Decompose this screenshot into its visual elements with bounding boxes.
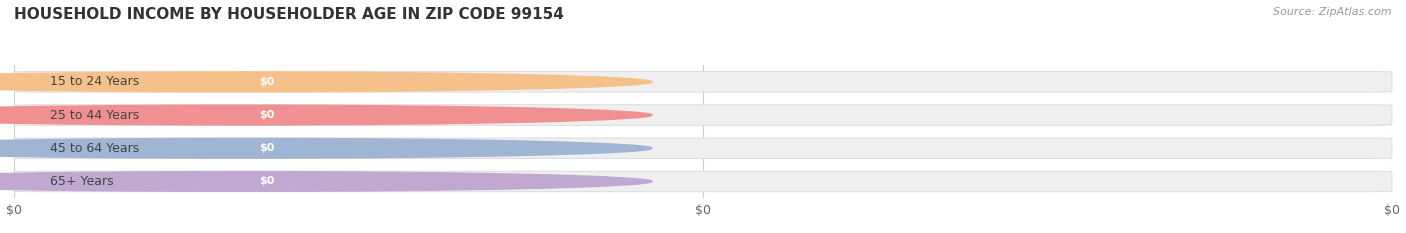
FancyBboxPatch shape <box>236 73 298 91</box>
FancyBboxPatch shape <box>14 72 1392 92</box>
Text: HOUSEHOLD INCOME BY HOUSEHOLDER AGE IN ZIP CODE 99154: HOUSEHOLD INCOME BY HOUSEHOLDER AGE IN Z… <box>14 7 564 22</box>
Circle shape <box>0 171 652 191</box>
FancyBboxPatch shape <box>20 73 298 91</box>
FancyBboxPatch shape <box>236 172 298 190</box>
Circle shape <box>0 72 652 92</box>
FancyBboxPatch shape <box>20 106 298 124</box>
Text: 65+ Years: 65+ Years <box>49 175 114 188</box>
FancyBboxPatch shape <box>14 171 1392 192</box>
Text: $0: $0 <box>259 110 274 120</box>
Text: 25 to 44 Years: 25 to 44 Years <box>49 109 139 122</box>
Text: 45 to 64 Years: 45 to 64 Years <box>49 142 139 155</box>
Text: Source: ZipAtlas.com: Source: ZipAtlas.com <box>1274 7 1392 17</box>
Text: $0: $0 <box>259 77 274 87</box>
FancyBboxPatch shape <box>20 139 298 157</box>
FancyBboxPatch shape <box>236 139 298 157</box>
FancyBboxPatch shape <box>14 105 1392 125</box>
FancyBboxPatch shape <box>236 106 298 124</box>
Text: 15 to 24 Years: 15 to 24 Years <box>49 75 139 88</box>
FancyBboxPatch shape <box>14 138 1392 158</box>
FancyBboxPatch shape <box>20 172 298 190</box>
Circle shape <box>0 105 652 125</box>
Text: $0: $0 <box>259 176 274 186</box>
Text: $0: $0 <box>259 143 274 153</box>
Circle shape <box>0 138 652 158</box>
